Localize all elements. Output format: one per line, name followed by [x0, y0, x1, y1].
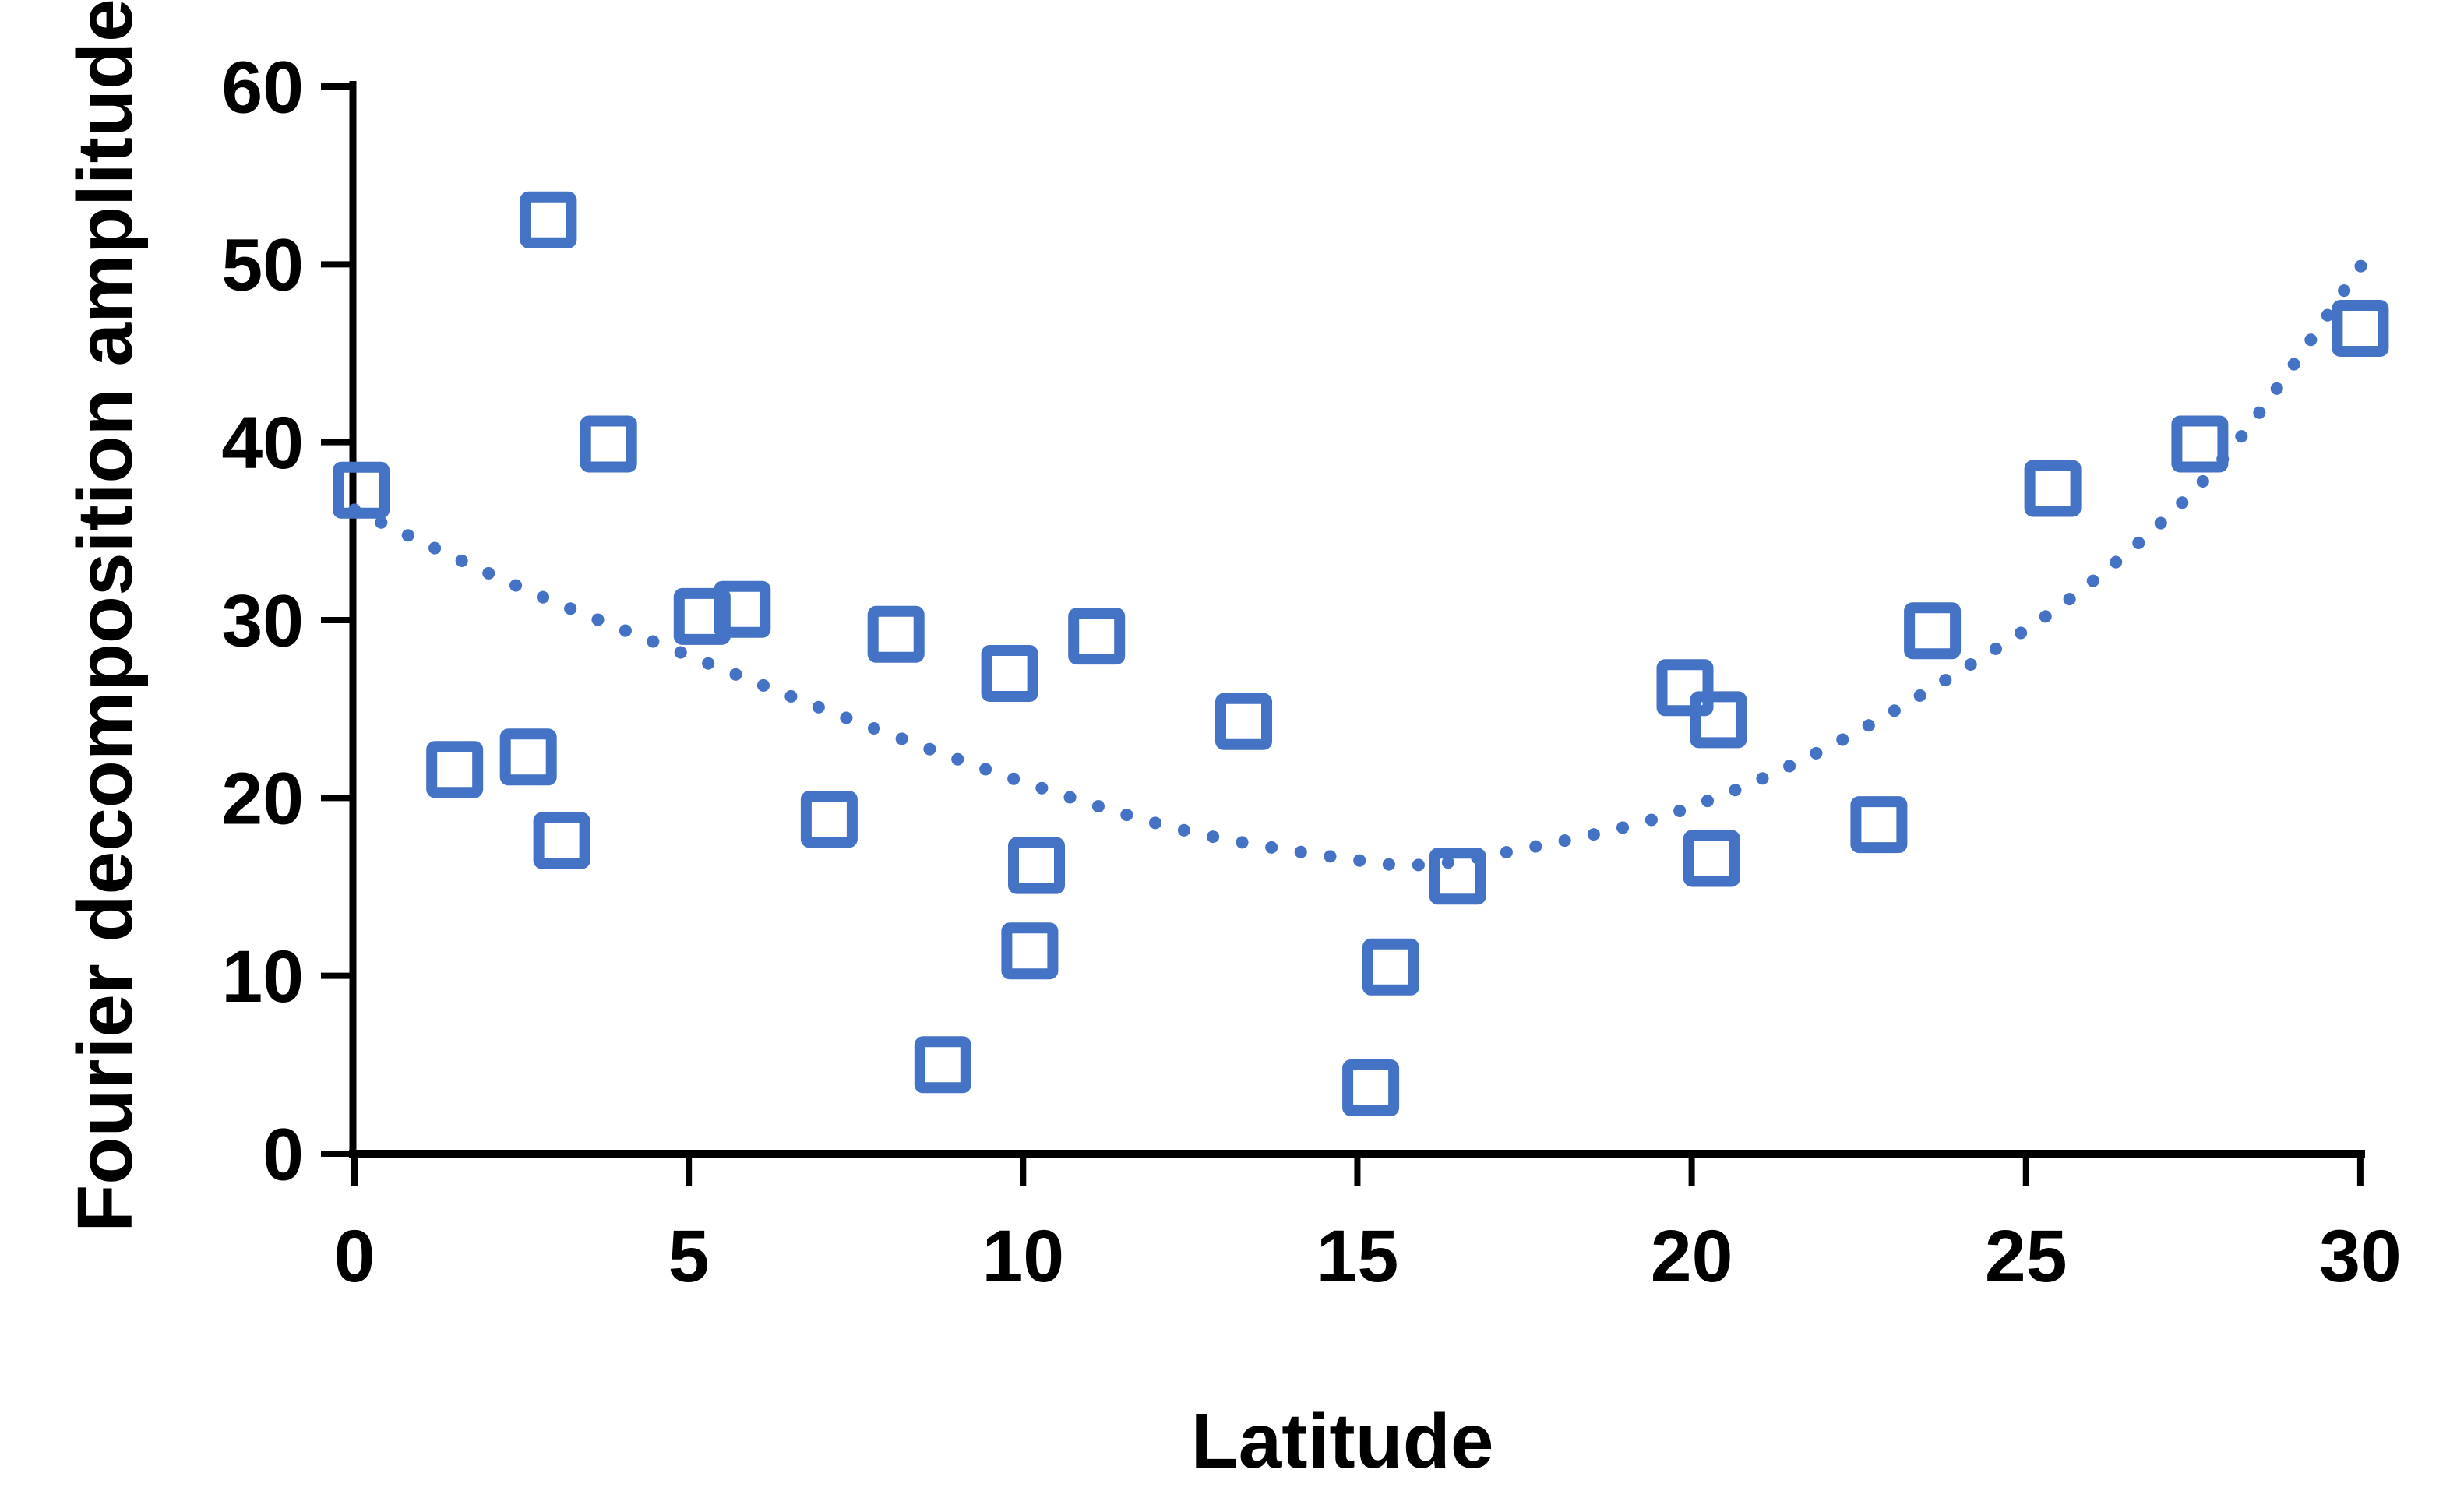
data-point-marker-22	[1850, 796, 1908, 854]
trend-curve	[348, 251, 2374, 872]
data-point-marker-1	[426, 741, 484, 798]
data-point-marker-16	[1342, 1059, 1400, 1116]
data-point-marker-7	[714, 580, 771, 638]
y-tick-label-40: 40	[221, 402, 304, 485]
data-point-marker-25	[2171, 415, 2229, 473]
x-tick-label-25: 25	[1985, 1215, 2067, 1298]
y-tick-label-30: 30	[221, 580, 304, 662]
data-point-marker-3	[520, 191, 577, 248]
y-tick-label-0: 0	[263, 1113, 304, 1196]
data-point-marker-19	[1656, 659, 1714, 717]
y-tick-label-20: 20	[221, 758, 304, 841]
data-point-marker-21	[1690, 691, 1747, 749]
data-point-marker-0	[333, 461, 390, 519]
data-point-marker-5	[580, 415, 637, 473]
data-point-marker-13	[1008, 837, 1065, 894]
data-point-marker-23	[1904, 602, 1962, 660]
data-point-marker-11	[981, 645, 1038, 702]
y-tick-label-50: 50	[221, 224, 304, 307]
data-point-marker-8	[800, 791, 858, 848]
data-point-marker-4	[533, 812, 590, 869]
x-axis-title: Latitude	[1190, 1398, 1494, 1485]
x-tick-label-0: 0	[334, 1215, 375, 1298]
y-tick-label-10: 10	[221, 936, 304, 1018]
data-point-marker-9	[867, 605, 925, 663]
y-axis-title: Fourier decomposition amplitude	[62, 0, 149, 1232]
y-tick-label-60: 60	[221, 46, 304, 129]
data-point-marker-10	[914, 1036, 971, 1094]
data-point-marker-14	[1068, 608, 1126, 665]
x-tick-label-5: 5	[668, 1215, 710, 1298]
x-tick-label-15: 15	[1317, 1215, 1399, 1298]
data-point-marker-24	[2024, 460, 2082, 517]
x-tick-label-30: 30	[2319, 1215, 2402, 1298]
data-point-marker-20	[1683, 830, 1740, 887]
data-point-marker-2	[499, 728, 557, 786]
data-point-marker-6	[673, 587, 731, 645]
x-tick-label-10: 10	[982, 1215, 1064, 1298]
x-tick-label-20: 20	[1651, 1215, 1733, 1298]
data-point-marker-17	[1362, 938, 1419, 996]
data-point-marker-12	[1001, 922, 1059, 980]
data-point-marker-18	[1429, 848, 1486, 905]
data-point-marker-15	[1215, 693, 1272, 750]
data-point-marker-26	[2332, 300, 2389, 357]
